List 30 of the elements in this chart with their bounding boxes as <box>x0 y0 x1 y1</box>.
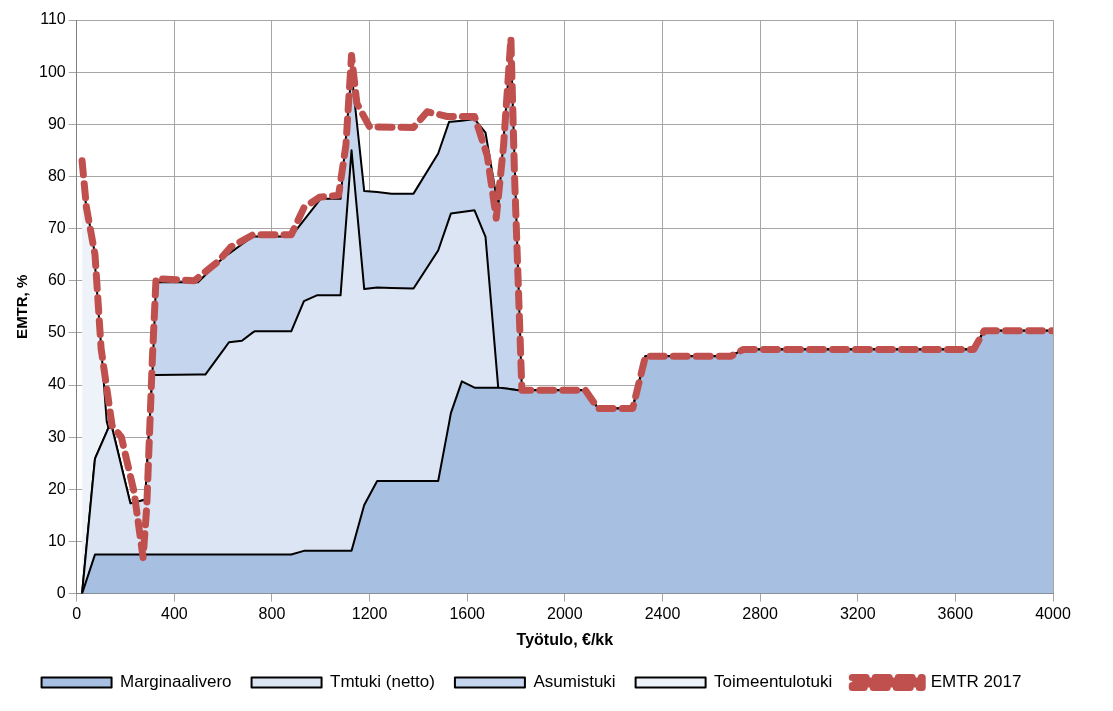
y-tick-label: 90 <box>47 114 66 132</box>
y-tick-label: 30 <box>47 427 66 445</box>
y-tick-label: 60 <box>47 271 66 289</box>
y-tick-label: 50 <box>47 323 66 341</box>
y-tick-label: 70 <box>47 218 66 236</box>
y-tick-label: 0 <box>56 584 66 602</box>
legend-label: Toimeentulotuki <box>714 672 833 692</box>
y-tick-label: 100 <box>38 62 66 80</box>
x-tick-label: 3600 <box>937 604 974 622</box>
x-tick-label: 2000 <box>547 604 583 622</box>
x-tick-label: 2400 <box>644 604 681 622</box>
legend-label: EMTR 2017 <box>930 672 1022 692</box>
y-tick-label: 10 <box>47 531 66 549</box>
x-tick-label: 1200 <box>351 604 388 622</box>
x-tick-label: 4000 <box>1035 604 1071 622</box>
x-tick-label: 0 <box>72 604 82 622</box>
x-tick-label: 800 <box>258 604 286 622</box>
y-tick-label: 20 <box>47 479 66 497</box>
y-axis-title: EMTR, % <box>13 274 31 339</box>
y-tick-label: 40 <box>47 375 66 393</box>
x-tick-label: 2800 <box>742 604 779 622</box>
x-axis-title: Työtulo, €/kk <box>516 630 614 648</box>
x-tick-label: 400 <box>160 604 188 622</box>
legend-label: Marginaalivero <box>120 672 232 692</box>
y-tick-label: 110 <box>40 10 66 28</box>
x-tick-label: 1600 <box>449 604 486 622</box>
legend-label: Asumistuki <box>533 672 616 692</box>
y-tick-label: 80 <box>47 166 66 184</box>
legend-label: Tmtuki (netto) <box>330 672 435 692</box>
x-tick-label: 3200 <box>839 604 876 622</box>
